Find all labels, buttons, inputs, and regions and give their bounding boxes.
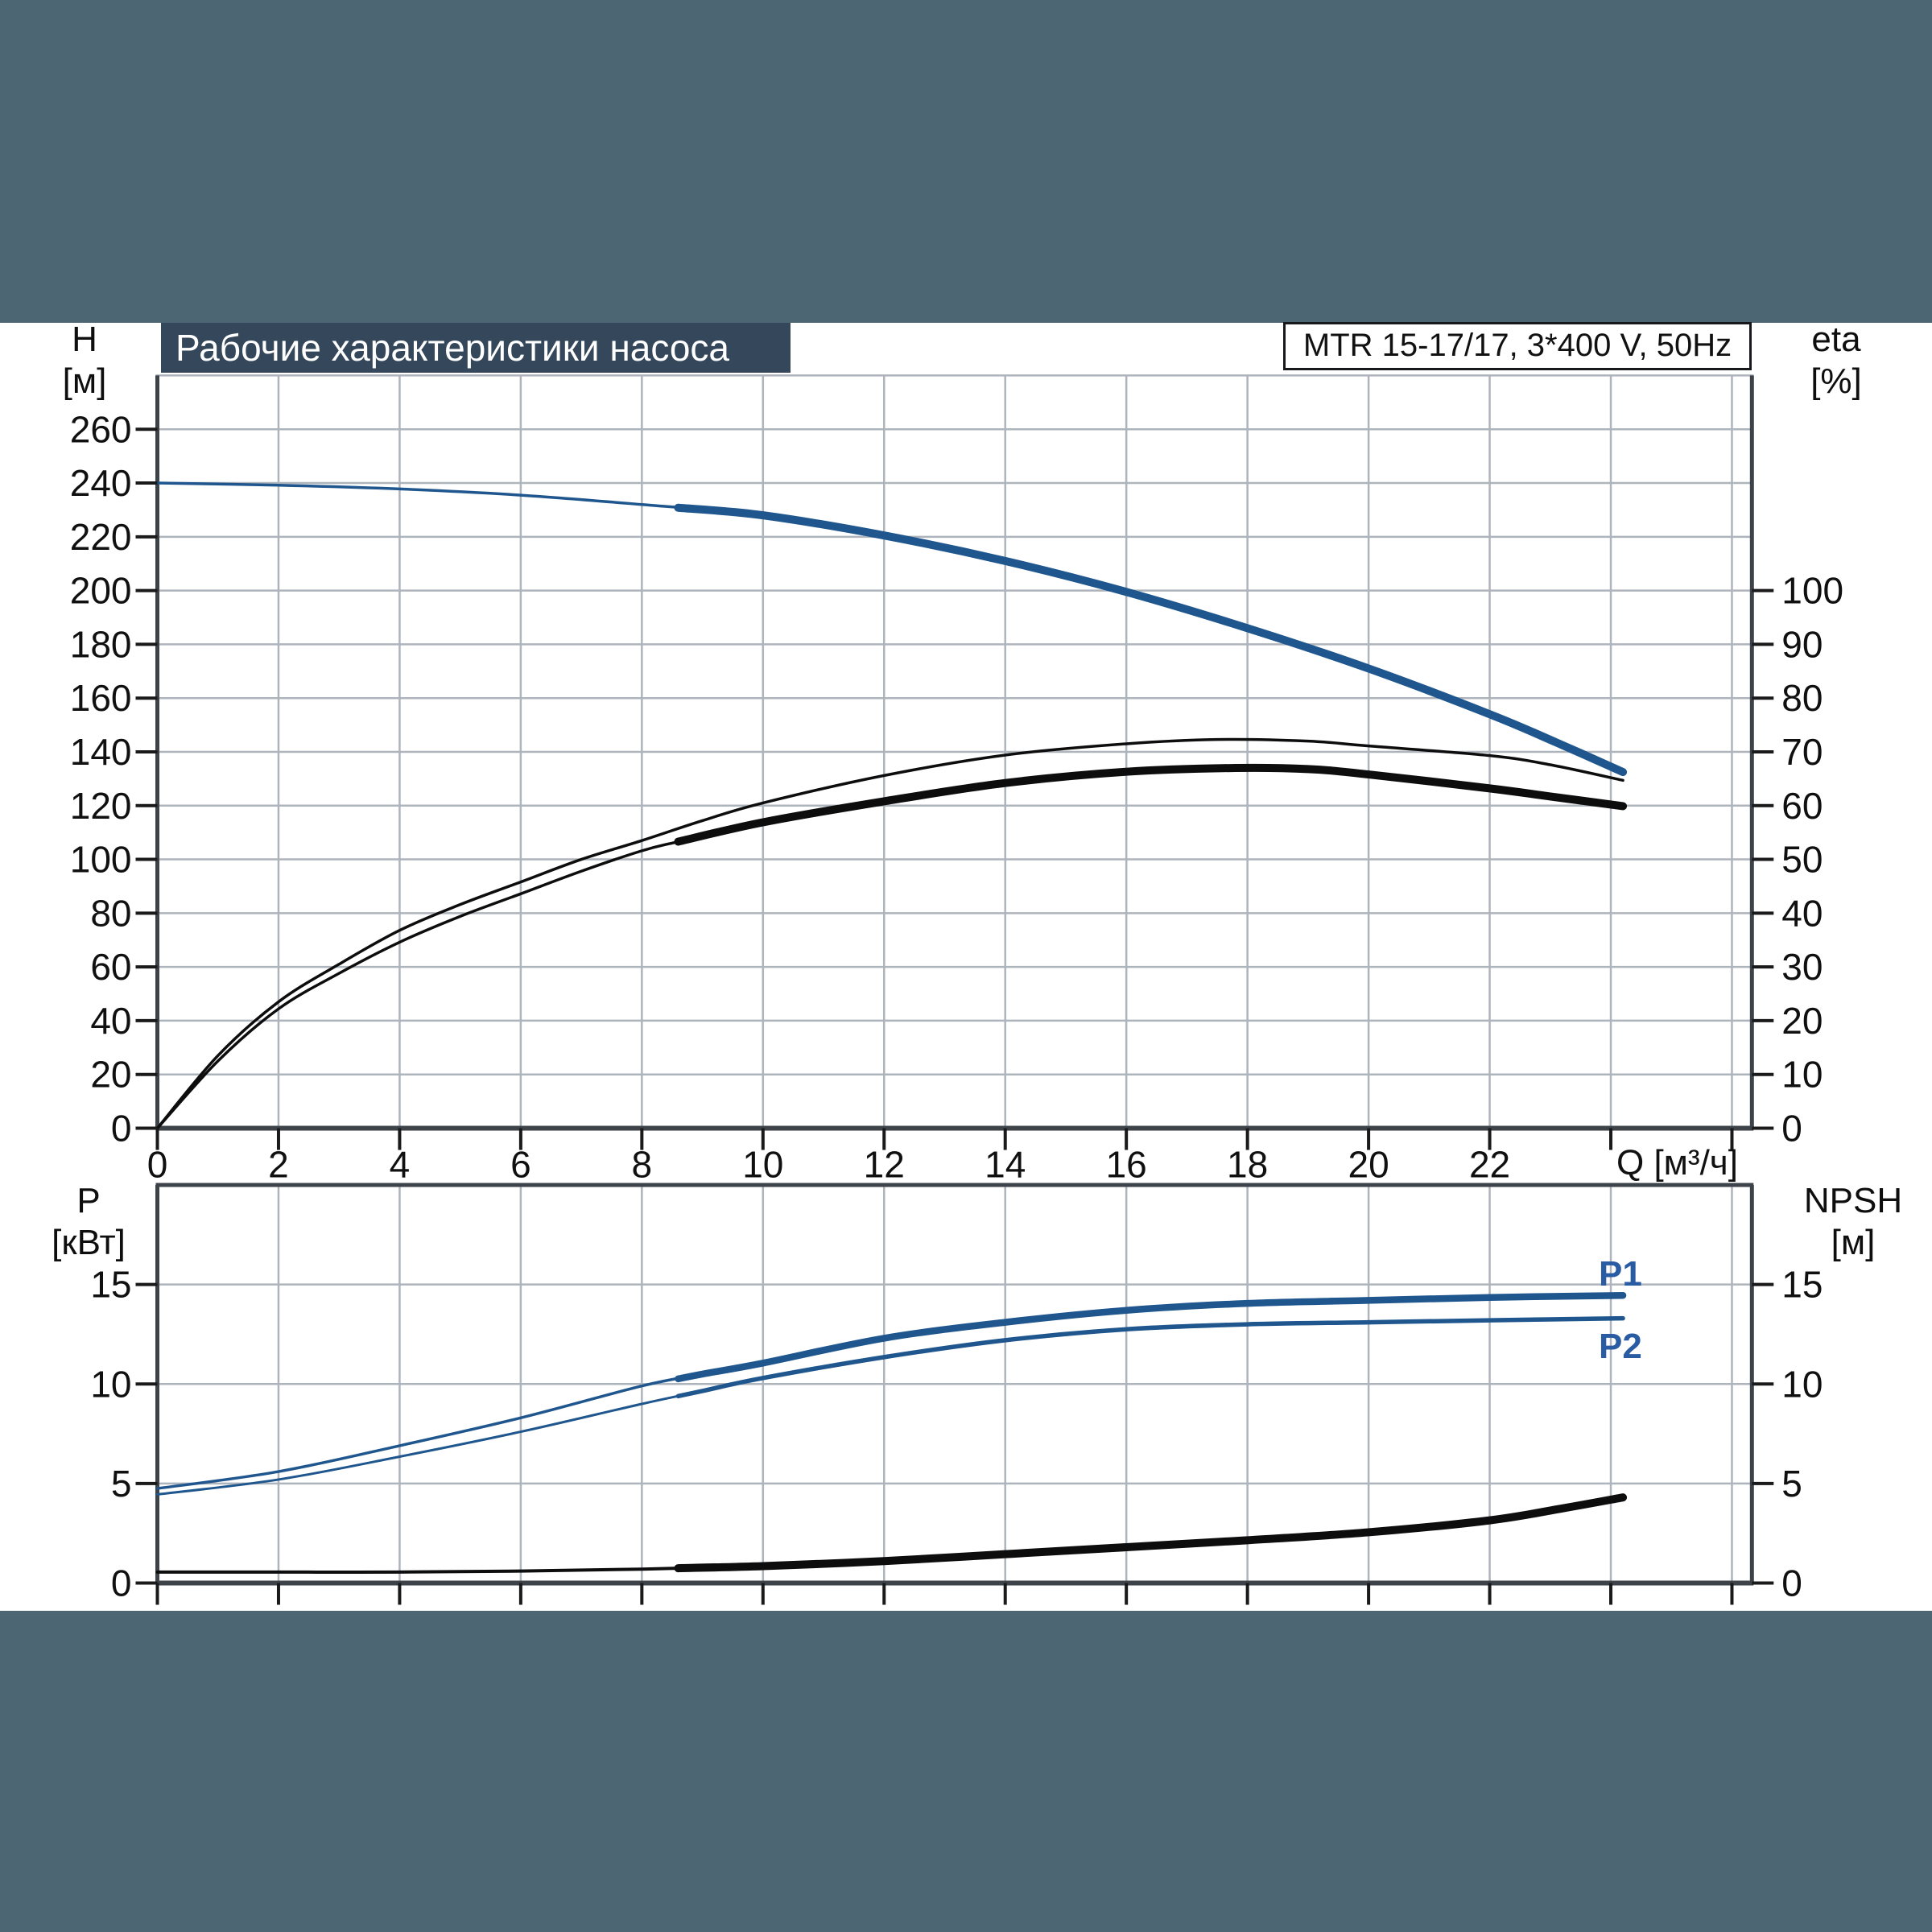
- pump-model-badge: MTR 15-17/17, 3*400 V, 50Hz: [1283, 322, 1752, 370]
- left-tick-label: 60: [90, 946, 131, 988]
- x-tick-label: 18: [1227, 1144, 1268, 1186]
- x-tick-label: 0: [147, 1144, 168, 1186]
- curve-label-P2: P2: [1599, 1327, 1642, 1366]
- left-tick-label: 100: [70, 839, 132, 881]
- left-tick-label: 160: [70, 677, 132, 719]
- right-tick-label: 100: [1781, 570, 1843, 612]
- right-tick-label: 30: [1781, 946, 1823, 988]
- x-tick-label: 2: [268, 1144, 289, 1186]
- right-tick-label: 80: [1781, 677, 1823, 719]
- left-axis-title-P: P [кВт]: [24, 1180, 153, 1264]
- left-tick-label: 15: [90, 1264, 131, 1306]
- left-tick-label: 120: [70, 785, 132, 827]
- right-tick-label: 10: [1781, 1363, 1823, 1405]
- right-axis-quantity: eta: [1811, 320, 1861, 359]
- curve-P1-thin: [155, 1294, 1624, 1490]
- x-axis-title-Q: Q [м³/ч]: [1616, 1143, 1738, 1183]
- curve-P1-duty: [675, 1291, 1627, 1383]
- right-axis-title-eta: eta [%]: [1776, 319, 1897, 402]
- curve-H-duty: [674, 503, 1628, 777]
- left-tick-label: 140: [70, 731, 132, 773]
- right-tick-label: 40: [1781, 892, 1823, 934]
- x-tick-label: 10: [742, 1144, 783, 1186]
- npsh-axis-unit: [м]: [1831, 1223, 1876, 1262]
- left-tick-label: 0: [111, 1563, 132, 1604]
- left-tick-label: 260: [70, 408, 132, 450]
- right-tick-label: 0: [1781, 1563, 1802, 1604]
- npsh-axis-quantity: NPSH: [1803, 1181, 1903, 1220]
- left-axis-title-H: H [м]: [32, 319, 137, 402]
- left-axis-quantity: H: [72, 320, 97, 359]
- x-tick-label: 8: [632, 1144, 653, 1186]
- x-tick-label: 4: [390, 1144, 411, 1186]
- top-color-band: [0, 0, 1932, 323]
- bottom-color-band: [0, 1611, 1932, 1932]
- right-tick-label: 15: [1781, 1264, 1823, 1306]
- power-npsh-chart: 15 10 5 0 15 10 5 0: [90, 1183, 1823, 1605]
- left-tick-label: 0: [111, 1108, 132, 1150]
- x-tick-label: 20: [1348, 1144, 1389, 1186]
- curve-P2-duty: [675, 1315, 1625, 1399]
- left-tick-label: 40: [90, 1000, 131, 1042]
- x-tick-label: 14: [985, 1144, 1026, 1186]
- curve-label-P1: P1: [1599, 1254, 1642, 1294]
- power-axis-quantity: P: [76, 1181, 101, 1220]
- left-tick-label: 240: [70, 462, 132, 504]
- left-tick-label: 5: [111, 1463, 132, 1505]
- power-axis-unit: [кВт]: [52, 1223, 126, 1262]
- left-tick-label: 80: [90, 892, 131, 934]
- right-tick-label: 0: [1781, 1108, 1802, 1150]
- curve-eta-max-thin: [155, 737, 1624, 1130]
- curve-NPSH-duty: [674, 1493, 1628, 1573]
- chart-title: Рабочие характеристики насоса: [161, 323, 791, 373]
- right-axis-title-NPSH: NPSH [м]: [1781, 1180, 1926, 1264]
- x-tick-label: 16: [1106, 1144, 1147, 1186]
- left-axis-unit: [м]: [62, 361, 107, 401]
- right-tick-label: 50: [1781, 839, 1823, 881]
- right-axis-unit: [%]: [1810, 361, 1862, 401]
- curve-H-thin: [155, 481, 1624, 774]
- left-tick-label: 220: [70, 516, 132, 558]
- left-tick-label: 20: [90, 1054, 131, 1096]
- right-tick-label: 10: [1781, 1054, 1823, 1096]
- right-tick-label: 5: [1781, 1463, 1802, 1505]
- curve-P2-thin: [156, 1317, 1624, 1496]
- left-tick-label: 200: [70, 570, 132, 612]
- curve-eta-duty: [674, 763, 1628, 846]
- x-tick-label: 6: [510, 1144, 531, 1186]
- x-tick-label: 22: [1469, 1144, 1510, 1186]
- right-tick-label: 20: [1781, 1000, 1823, 1042]
- x-tick-label: 12: [864, 1144, 905, 1186]
- left-tick-label: 180: [70, 623, 132, 665]
- right-tick-label: 70: [1781, 731, 1823, 773]
- left-tick-label: 10: [90, 1363, 131, 1405]
- right-tick-label: 60: [1781, 785, 1823, 827]
- right-tick-label: 90: [1781, 623, 1823, 665]
- head-efficiency-chart: 0 2 4 6 8 10 12 14 16 18 20 22260240220200180160140…: [70, 374, 1843, 1186]
